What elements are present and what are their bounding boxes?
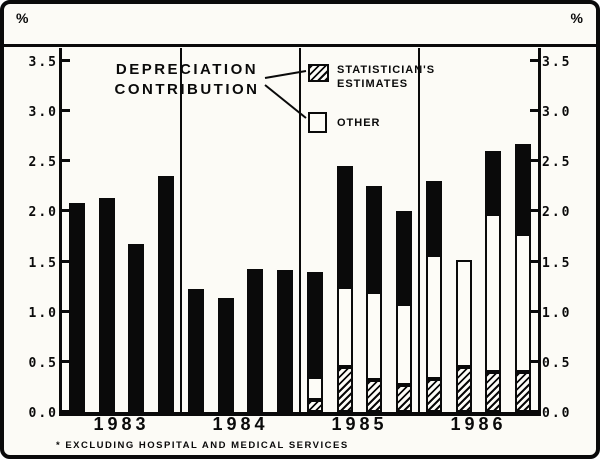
bar-segment-black	[366, 186, 383, 292]
y-tick-mark	[62, 410, 70, 413]
y-tick-mark	[530, 309, 538, 313]
y-tick-label: 1.5	[542, 255, 572, 271]
bar-segment-black	[247, 268, 264, 412]
bar-segment-black	[217, 297, 234, 412]
bar-segment-hatched	[485, 371, 502, 412]
bar-segment-white	[425, 254, 442, 379]
y-tick-mark	[62, 159, 70, 163]
y-tick-label: 0.0	[542, 406, 572, 421]
x-axis-labels: 1983 1984 1985 1986	[62, 414, 538, 440]
bar-segment-white	[515, 233, 532, 372]
y-tick-label: 0.0	[28, 406, 58, 421]
y-tick-mark	[62, 59, 70, 62]
bar-segment-black	[515, 144, 532, 234]
legend-label-statisticians-estimates: STATISTICIAN'S ESTIMATES	[337, 64, 436, 90]
bar-segment-black	[68, 203, 85, 412]
legend-swatch-statisticians-estimates	[308, 64, 329, 82]
y-tick-label: 3.0	[542, 105, 572, 121]
chart-title: DEPRECIATION CONTRIBUTION	[114, 61, 260, 98]
year-separator-line	[418, 48, 420, 412]
bar-segment-hatched	[366, 379, 383, 412]
y-tick-mark	[530, 209, 538, 213]
y-tick-mark	[530, 159, 538, 163]
footnote: * EXCLUDING HOSPITAL AND MEDICAL SERVICE…	[56, 440, 349, 451]
bar-segment-black	[425, 181, 442, 255]
y-axis-left: 0.0 0.5 1.0 1.5 2.0 2.5 3.0 3.5	[14, 48, 58, 421]
bar-segment-black	[485, 151, 502, 215]
year-label: 1984	[212, 414, 269, 434]
y-tick-mark	[62, 109, 70, 113]
y-unit-right-label: %	[570, 10, 584, 26]
bar-segment-black	[187, 288, 204, 412]
y-tick-mark	[530, 59, 538, 62]
bar-segment-white	[366, 291, 383, 380]
y-tick-label: 3.5	[542, 55, 572, 70]
legend-label-other: OTHER	[337, 117, 381, 129]
bar-segment-black	[336, 166, 353, 287]
y-tick-label: 3.5	[28, 55, 58, 70]
y-tick-label: 2.0	[542, 205, 572, 221]
bar-segment-black	[128, 243, 145, 412]
bar-segment-black	[396, 211, 413, 304]
bar-segment-white	[455, 259, 472, 367]
bar-segment-black	[158, 176, 175, 412]
y-tick-mark	[530, 359, 538, 363]
y-tick-label: 2.5	[28, 155, 58, 171]
year-label: 1983	[93, 414, 150, 434]
bottom-axis-line	[59, 412, 541, 416]
bar-segment-hatched	[396, 384, 413, 412]
y-tick-label: 1.0	[542, 305, 572, 321]
y-unit-left-label: %	[16, 10, 30, 26]
y-tick-label: 0.5	[28, 355, 58, 371]
bar-segment-white	[336, 286, 353, 367]
bar-segment-black	[98, 198, 115, 412]
y-tick-label: 3.0	[28, 105, 58, 121]
right-axis-line	[538, 48, 541, 416]
top-frame-line	[4, 44, 596, 47]
bar-segment-white	[396, 303, 413, 385]
year-separator-line	[299, 48, 301, 412]
y-tick-mark	[530, 410, 538, 413]
y-tick-mark	[530, 109, 538, 113]
y-tick-label: 1.0	[28, 305, 58, 321]
year-separator-line	[180, 48, 182, 412]
y-axis-right: 0.0 0.5 1.0 1.5 2.0 2.5 3.0 3.5	[542, 48, 586, 421]
y-tick-mark	[530, 259, 538, 263]
bar-segment-hatched	[515, 371, 532, 412]
y-tick-mark	[62, 359, 70, 363]
y-tick-label: 1.5	[28, 255, 58, 271]
bar-segment-hatched	[425, 378, 442, 412]
bar-segment-white	[485, 214, 502, 372]
y-tick-label: 2.0	[28, 205, 58, 221]
y-tick-label: 0.5	[542, 355, 572, 371]
bar-segment-hatched	[306, 399, 323, 412]
left-axis-line	[59, 48, 62, 416]
year-label: 1985	[331, 414, 388, 434]
bar-segment-black	[306, 271, 323, 377]
bar-segment-hatched	[455, 366, 472, 412]
legend-swatch-other	[308, 112, 327, 133]
bar-segment-black	[277, 269, 294, 412]
y-tick-mark	[62, 309, 70, 313]
bar-segment-hatched	[336, 366, 353, 412]
y-tick-mark	[62, 259, 70, 263]
year-label: 1986	[450, 414, 507, 434]
plot-area: DEPRECIATION CONTRIBUTION STATISTICIAN'S…	[59, 48, 541, 416]
y-tick-mark	[62, 209, 70, 213]
y-tick-label: 2.5	[542, 155, 572, 171]
bar-segment-white	[306, 376, 323, 400]
